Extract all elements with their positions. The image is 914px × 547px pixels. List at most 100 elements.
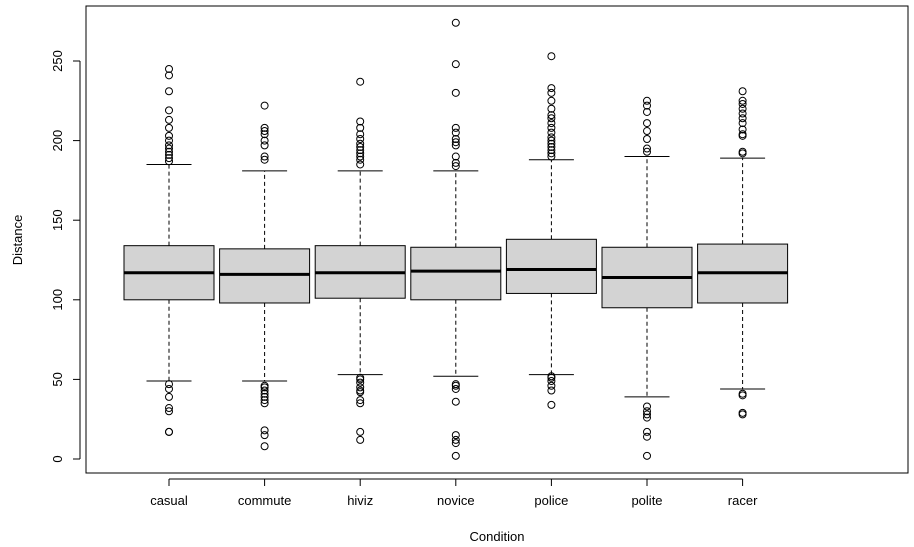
outlier-point: [165, 380, 173, 389]
outlier-point: [547, 96, 556, 105]
outlier-point: [165, 404, 173, 413]
outlier-point: [547, 114, 556, 123]
outlier-point: [356, 155, 365, 164]
outlier-point: [260, 127, 269, 136]
outlier-point: [451, 152, 460, 161]
outlier-point: [260, 136, 269, 145]
outlier-point: [260, 431, 269, 440]
outlier-point: [356, 399, 365, 408]
outlier-point: [643, 127, 651, 136]
outlier-point: [165, 407, 173, 416]
box-racer: [697, 87, 789, 419]
outlier-point: [547, 111, 556, 120]
outlier-point: [643, 119, 651, 128]
box-polite: [601, 96, 693, 460]
y-tick-label: 250: [50, 50, 65, 72]
outlier-point: [738, 119, 747, 128]
outlier-point: [738, 125, 747, 134]
iqr-box: [505, 238, 597, 294]
outlier-point: [738, 408, 747, 417]
outlier-point: [547, 133, 556, 142]
box-casual: [123, 64, 215, 436]
outlier-point: [260, 130, 269, 139]
outlier-point: [356, 77, 365, 86]
boxes-layer: [123, 18, 789, 460]
outlier-point: [547, 123, 556, 132]
outlier-point: [356, 142, 365, 151]
outlier-point: [356, 117, 365, 126]
outlier-point: [356, 139, 365, 148]
outlier-point: [356, 135, 365, 144]
outlier-point: [260, 155, 269, 164]
x-tick-label: casual: [150, 493, 188, 508]
outlier-point: [547, 142, 556, 151]
x-tick-label: racer: [728, 493, 758, 508]
outlier-point: [451, 88, 460, 97]
outlier-point: [356, 386, 365, 395]
box-commute: [219, 101, 311, 451]
outlier-point: [356, 130, 365, 139]
outlier-point: [643, 451, 651, 460]
outlier-point: [738, 147, 747, 156]
outlier-point: [165, 384, 173, 393]
outlier-point: [643, 410, 651, 419]
outlier-point: [165, 136, 173, 145]
outlier-point: [738, 114, 747, 123]
outlier-point: [356, 427, 365, 436]
outlier-point: [165, 141, 173, 150]
x-tick-label: hiviz: [347, 493, 373, 508]
x-tick-label: novice: [437, 493, 475, 508]
outlier-point: [356, 123, 365, 132]
outlier-point: [356, 152, 365, 161]
outlier-point: [260, 101, 269, 110]
outlier-point: [356, 160, 365, 169]
outlier-point: [356, 383, 365, 392]
outlier-point: [738, 109, 747, 118]
outlier-point: [165, 87, 173, 96]
outlier-point: [165, 64, 173, 73]
iqr-box: [410, 246, 502, 301]
outlier-point: [451, 451, 460, 460]
outlier-point: [260, 152, 269, 161]
outlier-point: [356, 378, 365, 387]
outlier-point: [738, 410, 747, 419]
outlier-point: [547, 372, 556, 381]
outlier-point: [643, 101, 651, 110]
plot-frame: [85, 5, 909, 474]
y-tick-label: 50: [50, 372, 65, 386]
outlier-point: [356, 149, 365, 158]
outlier-point: [738, 99, 747, 108]
outlier-point: [738, 389, 747, 398]
outlier-point: [451, 158, 460, 167]
outlier-point: [547, 52, 556, 61]
outlier-point: [451, 123, 460, 132]
outlier-point: [547, 128, 556, 137]
outlier-point: [643, 144, 651, 153]
outlier-point: [260, 426, 269, 435]
outlier-point: [451, 60, 460, 69]
iqr-box: [219, 248, 311, 304]
outlier-point: [643, 147, 651, 156]
outlier-point: [738, 391, 747, 400]
outlier-point: [547, 381, 556, 390]
box-police: [505, 52, 597, 409]
outlier-point: [547, 139, 556, 148]
outlier-point: [356, 146, 365, 155]
outlier-point: [738, 104, 747, 113]
outlier-point: [260, 381, 269, 390]
x-tick-label: police: [534, 493, 568, 508]
outlier-point: [547, 104, 556, 113]
outlier-point: [165, 157, 173, 166]
box-hiviz: [314, 77, 406, 444]
outlier-point: [451, 431, 460, 440]
outlier-point: [451, 384, 460, 393]
outlier-point: [451, 439, 460, 448]
outlier-point: [451, 380, 460, 389]
y-tick-label: 0: [50, 455, 65, 462]
outlier-point: [547, 136, 556, 145]
outlier-point: [165, 154, 173, 163]
outlier-point: [260, 141, 269, 150]
outlier-point: [356, 396, 365, 405]
outlier-point: [165, 71, 173, 80]
